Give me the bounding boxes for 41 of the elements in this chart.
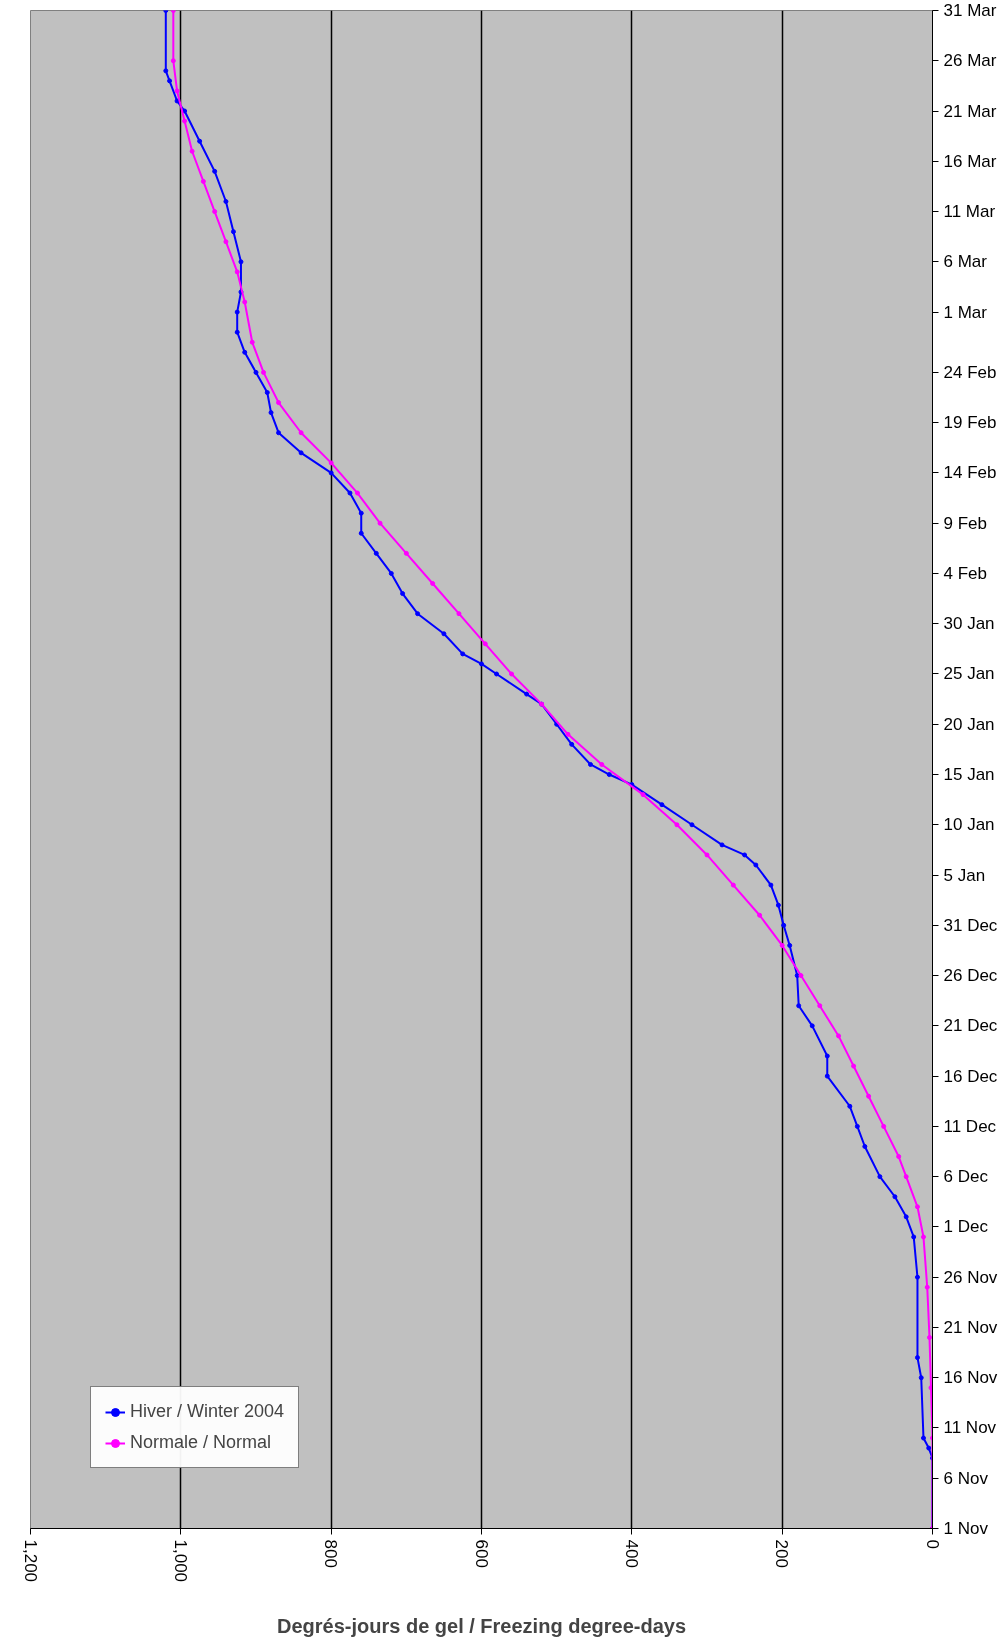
y-tick-label: 20 Jan	[943, 714, 995, 734]
y-tick-label: 11 Dec	[943, 1116, 997, 1136]
x-tick-label: 400	[621, 1539, 641, 1568]
y-tick-label: 24 Feb	[943, 362, 997, 382]
y-tick-label: 25 Jan	[943, 664, 995, 684]
y-tick-label: 16 Mar	[943, 151, 997, 171]
y-tick-label: 19 Feb	[943, 413, 997, 433]
y-tick-label: 21 Mar	[943, 101, 997, 121]
y-tick-label: 26 Dec	[943, 966, 998, 986]
x-tick-label: 800	[321, 1539, 341, 1568]
y-tick-label: 16 Nov	[943, 1368, 998, 1388]
y-tick-label: 15 Jan	[943, 765, 995, 785]
y-tick-label: 6 Mar	[943, 252, 988, 272]
y-tick-label: 16 Dec	[943, 1066, 998, 1086]
x-tick-label: 1,000	[170, 1539, 190, 1583]
y-tick-label: 1 Nov	[943, 1519, 989, 1538]
y-tick-label: 21 Dec	[943, 1016, 998, 1036]
x-tick-label: 200	[772, 1539, 792, 1568]
y-tick-label: 11 Mar	[943, 202, 996, 222]
y-tick-label: 31 Mar	[943, 1, 997, 20]
y-tick-label: 4 Feb	[943, 563, 987, 583]
y-tick-label: 31 Dec	[943, 915, 998, 935]
y-tick-label: 6 Nov	[943, 1468, 989, 1488]
y-tick-label: 14 Feb	[943, 463, 997, 483]
y-tick-label: 26 Nov	[943, 1267, 998, 1287]
y-tick-label: 6 Dec	[943, 1167, 989, 1187]
y-tick-label: 30 Jan	[943, 614, 995, 634]
x-axis-title: Degrés-jours de gel / Freezing degree-days	[276, 1615, 687, 1638]
y-tick-label: 5 Jan	[943, 865, 986, 885]
x-tick-label: 1,200	[20, 1539, 40, 1583]
y-tick-label: 21 Nov	[943, 1317, 998, 1337]
legend-label: Normale / Normal	[130, 1432, 272, 1453]
y-tick-label: 10 Jan	[943, 815, 995, 835]
y-tick-label: 1 Mar	[943, 302, 988, 322]
x-tick-label: 0	[922, 1539, 942, 1549]
y-tick-label: 26 Mar	[943, 51, 997, 71]
y-tick-label: 9 Feb	[943, 513, 987, 533]
y-tick-label: 1 Dec	[943, 1217, 989, 1237]
x-tick-label: 600	[471, 1539, 491, 1568]
y-tick-label: 11 Nov	[943, 1418, 997, 1438]
legend-label: Hiver / Winter 2004	[130, 1401, 285, 1422]
